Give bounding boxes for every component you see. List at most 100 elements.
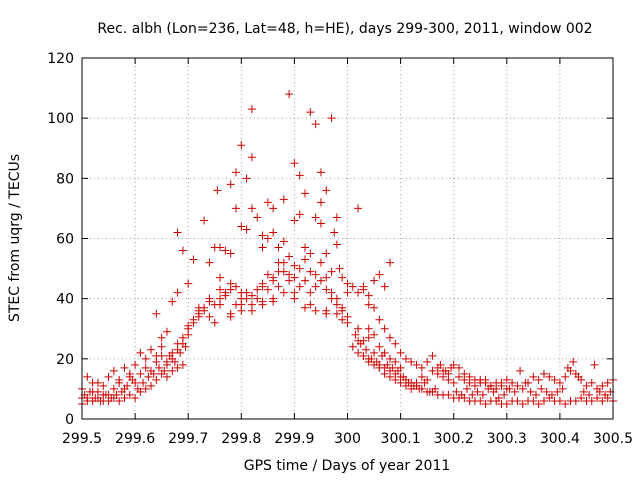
- data-point-mid: [306, 300, 315, 309]
- data-point-base-low: [370, 348, 379, 357]
- data-point-peak: [231, 168, 240, 177]
- data-point-base-low: [444, 390, 453, 399]
- data-point-base-low: [173, 363, 182, 372]
- data-point-base-mid: [88, 378, 97, 387]
- x-tick-label: 299.9: [274, 431, 314, 447]
- data-point-base-low2: [85, 387, 94, 396]
- data-point-mid: [253, 294, 262, 303]
- y-axis-label: STEC from uqrg / TECUs: [7, 154, 23, 322]
- data-point-base-mid: [290, 261, 299, 270]
- data-point-high-right: [354, 288, 363, 297]
- data-point-base-low: [555, 396, 564, 405]
- data-point-base-low2: [91, 393, 100, 402]
- x-tick-label: 300.4: [540, 431, 580, 447]
- data-point-base-low2: [123, 381, 132, 390]
- data-point-base-mid: [518, 384, 527, 393]
- data-point-high-right: [412, 360, 421, 369]
- data-point-base-low: [529, 396, 538, 405]
- data-point-base-mid: [83, 372, 92, 381]
- data-point-base-rise: [131, 360, 140, 369]
- data-point-base-low2: [372, 357, 381, 366]
- data-point-base-mid: [598, 381, 607, 390]
- data-point-base-low2: [149, 369, 158, 378]
- data-point-base-mid: [502, 375, 511, 384]
- data-point-high-mid: [263, 234, 272, 243]
- data-point-base-low2: [574, 372, 583, 381]
- data-point-base-low2: [579, 387, 588, 396]
- data-point-base-low: [147, 381, 156, 390]
- data-point-base-low: [162, 372, 171, 381]
- data-point-base-mid: [529, 372, 538, 381]
- y-tick-label: 40: [56, 292, 74, 308]
- data-point-high-mid: [370, 276, 379, 285]
- data-point-base-low2: [404, 378, 413, 387]
- data-point-base-low2: [431, 384, 440, 393]
- data-point-high-right: [439, 366, 448, 375]
- data-point-high-mid: [322, 249, 331, 258]
- data-point-base-low2: [144, 372, 153, 381]
- data-point-base-mid: [279, 258, 288, 267]
- data-point-peak: [327, 114, 336, 123]
- data-point-peak: [263, 198, 272, 207]
- data-point-base-low2: [595, 387, 604, 396]
- data-point-high-right: [423, 357, 432, 366]
- y-tick-label: 20: [56, 352, 74, 368]
- data-point-mid: [306, 288, 315, 297]
- data-point-mid: [338, 315, 347, 324]
- data-point-high-right: [428, 351, 437, 360]
- data-point-peak: [274, 243, 283, 252]
- data-point-base-low2: [351, 330, 360, 339]
- y-tick-label: 80: [56, 171, 74, 187]
- data-point-base-mid: [274, 267, 283, 276]
- data-point-high-mid: [258, 243, 267, 252]
- data-point-base-mid: [242, 294, 251, 303]
- data-point-high-mid: [216, 273, 225, 282]
- data-point-base-mid: [343, 318, 352, 327]
- data-point-base-mid: [141, 363, 150, 372]
- data-points: [78, 90, 617, 408]
- data-point-mid: [364, 333, 373, 342]
- data-point-base-rise: [147, 345, 156, 354]
- data-point-base-rise: [311, 306, 320, 315]
- data-point-mid: [290, 273, 299, 282]
- data-point-base-low2: [154, 363, 163, 372]
- data-point-base-low: [539, 396, 548, 405]
- data-point-peak: [290, 159, 299, 168]
- data-point-base-low2: [170, 357, 179, 366]
- data-point-base-low: [168, 366, 177, 375]
- data-point-base-mid: [162, 360, 171, 369]
- data-point-mid: [322, 285, 331, 294]
- data-point-base-rise: [269, 297, 278, 306]
- data-point-high-mid: [226, 249, 235, 258]
- x-tick-label: 299.5: [62, 431, 102, 447]
- data-point-peak: [242, 174, 251, 183]
- y-tick-label: 100: [47, 111, 74, 127]
- data-point-base-low2: [494, 393, 503, 402]
- data-point-mid: [370, 330, 379, 339]
- data-point-high-right: [497, 381, 506, 390]
- data-point-base-mid: [269, 273, 278, 282]
- data-point-peak: [247, 105, 256, 114]
- data-point-base-low: [502, 399, 511, 408]
- data-point-high-mid: [290, 216, 299, 225]
- data-point-high-right: [370, 303, 379, 312]
- data-point-base-mid: [603, 378, 612, 387]
- data-point-base-rise: [184, 321, 193, 330]
- data-point-peak: [306, 108, 315, 117]
- data-point-high-right: [465, 372, 474, 381]
- data-point-base-low: [561, 399, 570, 408]
- data-point-base-mid: [115, 378, 124, 387]
- data-point-base-low2: [473, 387, 482, 396]
- data-point-base-rise: [237, 300, 246, 309]
- data-point-base-low2: [425, 387, 434, 396]
- data-point-high-mid: [210, 243, 219, 252]
- data-point-mid: [391, 357, 400, 366]
- data-point-high-mid: [173, 228, 182, 237]
- data-point-high-right: [385, 333, 394, 342]
- data-point-base-mid: [545, 372, 554, 381]
- data-point-base-low2: [468, 390, 477, 399]
- data-point-base-mid: [200, 303, 209, 312]
- data-point-base-rise: [109, 366, 118, 375]
- x-axis-label: GPS time / Days of year 2011: [244, 458, 451, 474]
- data-point-base-rise: [258, 300, 267, 309]
